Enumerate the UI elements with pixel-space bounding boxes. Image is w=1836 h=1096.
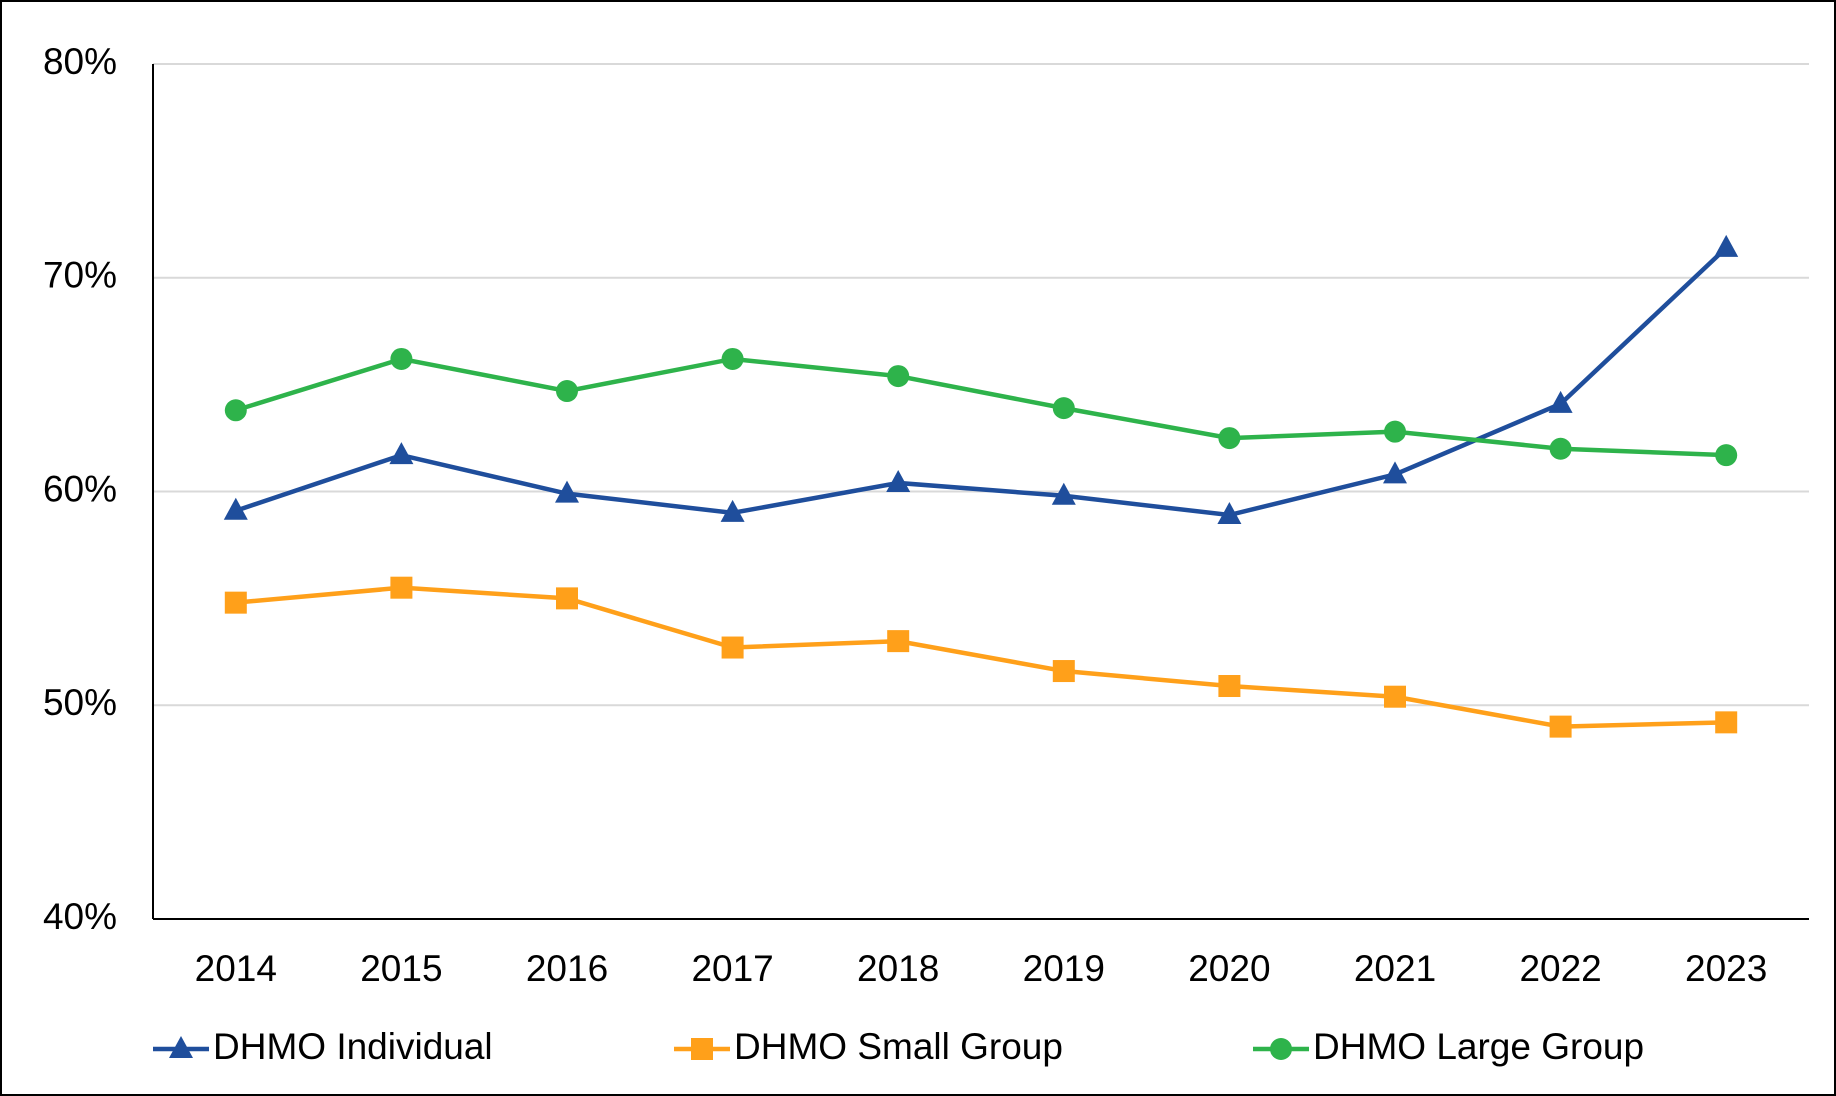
legend-marker: [1270, 1038, 1292, 1060]
marker: [1549, 437, 1572, 460]
marker: [390, 576, 413, 599]
marker: [721, 347, 744, 370]
legend-marker: [169, 1036, 193, 1058]
marker: [556, 587, 578, 610]
marker: [1218, 675, 1241, 698]
marker: [389, 442, 414, 465]
x-tick-label: 2023: [1685, 948, 1767, 989]
y-tick-label: 60%: [43, 468, 117, 509]
marker: [1218, 427, 1241, 450]
marker: [1548, 390, 1573, 413]
marker: [1052, 660, 1075, 683]
marker: [887, 630, 910, 653]
x-tick-label: 2019: [1023, 948, 1105, 989]
legend-label: DHMO Individual: [213, 1026, 493, 1067]
legend-label: DHMO Large Group: [1313, 1026, 1644, 1067]
marker: [1715, 711, 1738, 734]
marker: [1384, 420, 1406, 443]
marker: [1383, 461, 1407, 484]
marker: [1217, 502, 1242, 525]
x-tick-label: 2018: [857, 948, 939, 989]
y-tick-label: 50%: [43, 682, 117, 723]
x-tick-label: 2016: [526, 948, 608, 989]
marker: [390, 347, 413, 370]
marker: [224, 591, 247, 614]
y-tick-label: 40%: [43, 896, 117, 937]
series-line: [235, 585, 1727, 729]
y-tick-label: 80%: [43, 41, 117, 82]
x-tick-label: 2021: [1354, 948, 1436, 989]
legend-label: DHMO Small Group: [734, 1026, 1063, 1067]
marker: [555, 480, 579, 503]
marker: [224, 399, 247, 422]
marker: [1052, 397, 1075, 420]
y-tick-label: 70%: [43, 255, 117, 296]
marker: [1714, 234, 1739, 257]
x-tick-label: 2014: [195, 948, 277, 989]
marker: [223, 497, 248, 520]
marker: [1715, 444, 1738, 467]
x-tick-label: 2022: [1519, 948, 1601, 989]
series-line: [235, 356, 1727, 458]
x-tick-label: 2015: [360, 948, 442, 989]
marker: [887, 365, 910, 388]
marker: [1549, 715, 1572, 738]
legend-marker: [691, 1038, 713, 1060]
x-tick-label: 2017: [691, 948, 773, 989]
marker: [556, 380, 578, 403]
marker: [721, 636, 744, 659]
marker: [720, 499, 745, 522]
marker: [1384, 685, 1406, 708]
marker: [886, 469, 911, 492]
marker: [1051, 482, 1076, 505]
x-tick-label: 2020: [1188, 948, 1270, 989]
